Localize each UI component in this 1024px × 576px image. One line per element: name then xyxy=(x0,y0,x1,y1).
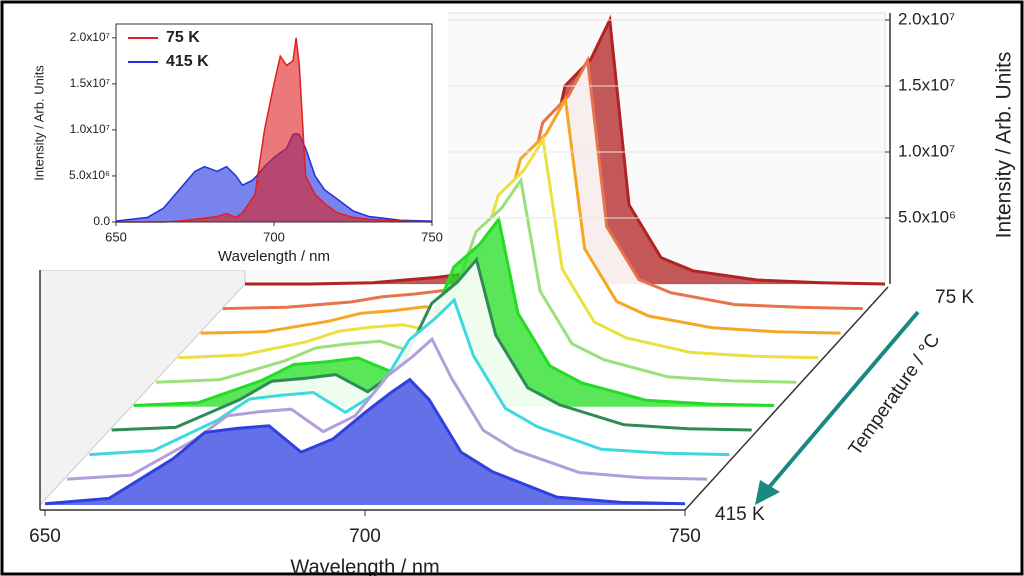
x-axis-title: Wavelength / nm xyxy=(218,248,330,265)
y-tick-label: 1.0x10⁷ xyxy=(898,141,955,160)
inset-background xyxy=(26,8,448,270)
inset: 650 700 750 0.0 5.0x10⁶ 1.0x10⁷ 1.5x10⁷ 2.0x10⁷… xyxy=(26,8,448,270)
y-tick-label: 5.0x10⁶ xyxy=(69,168,110,182)
temperature-arrow xyxy=(763,310,920,494)
z-label-front: 415 K xyxy=(715,504,765,525)
trace-line xyxy=(156,176,797,384)
trace-line xyxy=(44,377,686,506)
trace-line xyxy=(133,215,774,407)
y-tick-label: 0.0 xyxy=(93,214,110,228)
trace-line xyxy=(89,297,730,457)
legend-label: 415 K xyxy=(166,53,209,70)
legend-label: 75 K xyxy=(166,29,200,46)
x-tick-label: 750 xyxy=(669,526,701,547)
y-tick-label: 1.5x10⁷ xyxy=(70,76,110,90)
x-tick-label: 650 xyxy=(105,229,127,244)
x-tick-label: 700 xyxy=(349,526,381,547)
y-tick-label: 2.0x10⁷ xyxy=(70,30,110,44)
area-fill xyxy=(116,37,432,222)
y-axis-title: Intensity / Arb. Units xyxy=(31,65,46,181)
x-tick-label: 650 xyxy=(29,526,61,547)
x-tick-label: 750 xyxy=(421,229,443,244)
y-tick-label: 5.0x10⁶ xyxy=(898,207,956,226)
y-axis-title: Intensity / Arb. Units xyxy=(993,52,1016,239)
y-tick-label: 1.5x10⁷ xyxy=(898,75,955,94)
traces: 650 700 750 5.0x10⁶ 1.0x10⁷ 1.5x10⁷ 2.0x10⁷ xyxy=(29,9,956,547)
trace-fill xyxy=(45,379,685,505)
depth-axis xyxy=(684,286,889,511)
trace-line xyxy=(67,336,708,481)
x-axis-title: Wavelength / nm xyxy=(290,556,439,576)
trace-line xyxy=(111,256,752,432)
area-line xyxy=(116,37,433,223)
trace-line xyxy=(222,55,863,311)
x-tick-label: 700 xyxy=(263,229,285,244)
y-tick-label: 2.0x10⁷ xyxy=(898,9,955,28)
y-tick-label: 1.0x10⁷ xyxy=(70,122,110,136)
trace-line xyxy=(178,135,819,360)
arrow-head xyxy=(755,480,780,505)
z-label-back: 75 K xyxy=(935,287,974,308)
trace-line xyxy=(200,94,841,335)
